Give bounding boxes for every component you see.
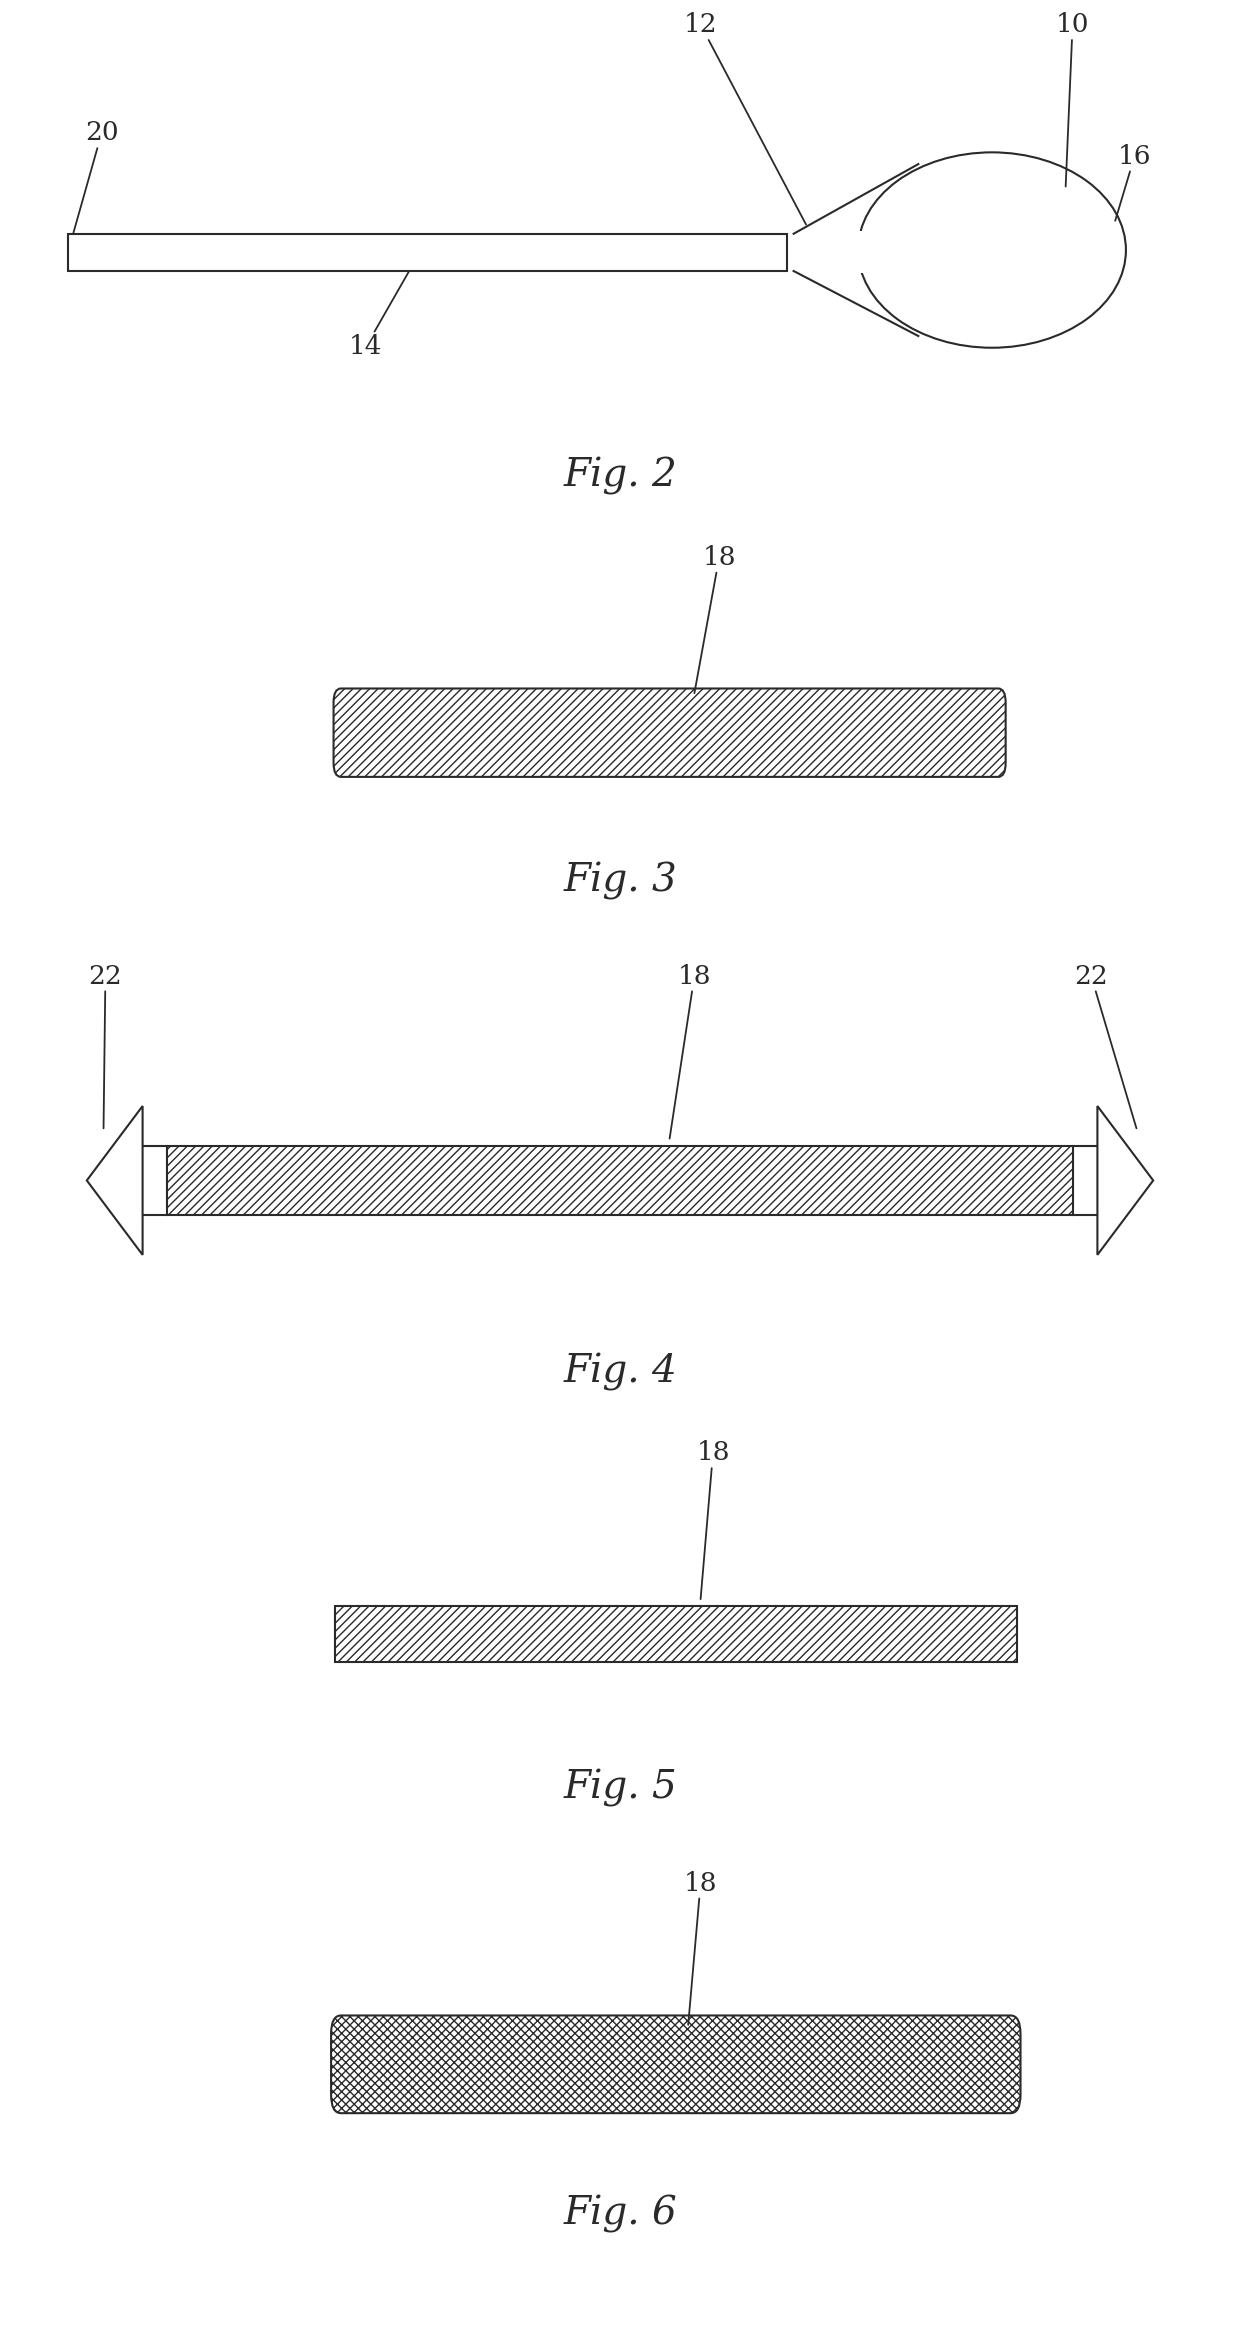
Bar <box>335 1605 1017 1661</box>
Text: 18: 18 <box>670 963 712 1137</box>
Text: Fig. 3: Fig. 3 <box>563 863 677 900</box>
Polygon shape <box>87 1107 143 1256</box>
Polygon shape <box>1097 1107 1153 1256</box>
Text: 18: 18 <box>696 1440 730 1600</box>
Text: 18: 18 <box>683 1870 718 2024</box>
Text: 22: 22 <box>88 963 123 1128</box>
Bar <box>167 1147 1073 1214</box>
Ellipse shape <box>858 154 1126 347</box>
Text: 10: 10 <box>1055 12 1090 186</box>
Text: 16: 16 <box>1115 144 1152 221</box>
Text: Fig. 6: Fig. 6 <box>563 2196 677 2233</box>
Text: Fig. 5: Fig. 5 <box>563 1770 677 1807</box>
FancyBboxPatch shape <box>334 688 1006 777</box>
FancyBboxPatch shape <box>331 2014 1021 2112</box>
Bar <box>68 235 787 272</box>
Text: 14: 14 <box>348 272 409 361</box>
Text: Fig. 4: Fig. 4 <box>563 1354 677 1391</box>
Text: 22: 22 <box>1074 963 1136 1128</box>
Bar <box>781 233 980 274</box>
Text: 12: 12 <box>683 12 806 226</box>
Text: 18: 18 <box>694 544 737 693</box>
Text: Fig. 2: Fig. 2 <box>563 458 677 495</box>
Text: 20: 20 <box>73 121 119 233</box>
